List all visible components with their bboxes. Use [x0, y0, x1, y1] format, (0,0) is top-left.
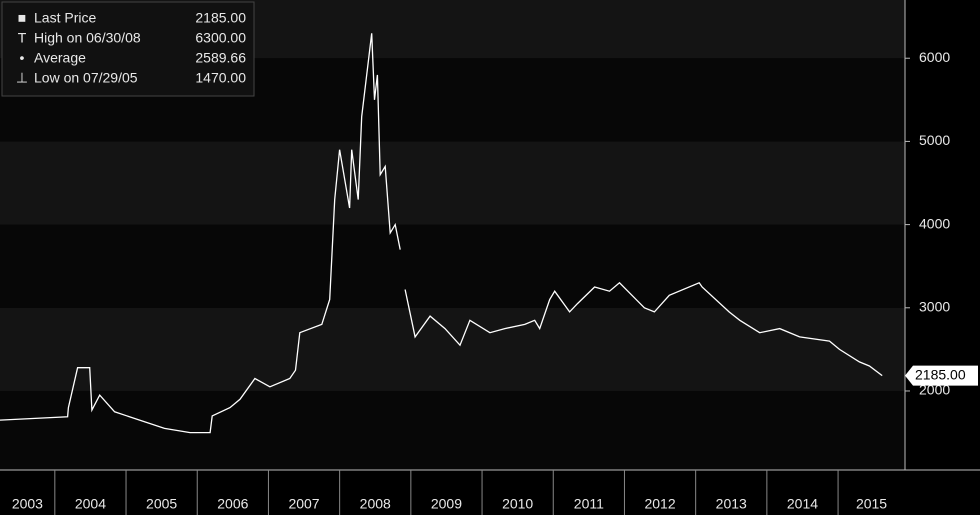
x-tick-label: 2008 [360, 496, 391, 512]
band [0, 390, 905, 470]
x-tick-label: 2009 [431, 496, 462, 512]
y-tick-label: 3000 [919, 298, 950, 314]
bands [0, 0, 905, 470]
last-price-tag [905, 365, 978, 386]
legend-label: Last Price [34, 10, 96, 26]
y-tick-label: 4000 [919, 215, 950, 231]
y-tick-label: 2000 [919, 382, 950, 398]
x-tick-label: 2004 [75, 496, 106, 512]
legend-icon: T [18, 30, 27, 46]
legend-value: 2589.66 [195, 50, 246, 66]
legend-value: 1470.00 [195, 70, 246, 86]
band [0, 224, 905, 308]
y-tick-label: 6000 [919, 49, 950, 65]
legend: ■ Last Price 2185.00 T High on 06/30/08 6300.… [1, 1, 255, 97]
legend-icon: • [20, 50, 25, 66]
x-tick-label: 2014 [787, 496, 818, 512]
band [0, 307, 905, 391]
x-tick-label: 2015 [856, 496, 887, 512]
last-price-label: 2185.00 [915, 366, 966, 382]
legend-icon: ⊥ [16, 70, 28, 86]
x-tick-label: 2007 [288, 496, 319, 512]
x-tick-label: 2011 [574, 496, 604, 512]
legend-icon: ■ [18, 10, 26, 26]
x-tick-label: 2005 [146, 496, 177, 512]
x-tick-label: 2006 [217, 496, 248, 512]
band [0, 141, 905, 225]
x-tick-label: 2013 [716, 496, 747, 512]
legend-label: High on 06/30/08 [34, 30, 141, 46]
legend-label: Average [34, 50, 86, 66]
legend-value: 6300.00 [195, 30, 246, 46]
x-tick-label: 2003 [12, 496, 43, 512]
legend-label: Low on 07/29/05 [34, 70, 138, 86]
x-tick-label: 2010 [502, 496, 533, 512]
y-tick-label: 5000 [919, 132, 950, 148]
legend-box [1, 1, 255, 97]
price-line [0, 33, 883, 434]
x-tick-label: 2012 [644, 496, 675, 512]
legend-value: 2185.00 [195, 10, 246, 26]
